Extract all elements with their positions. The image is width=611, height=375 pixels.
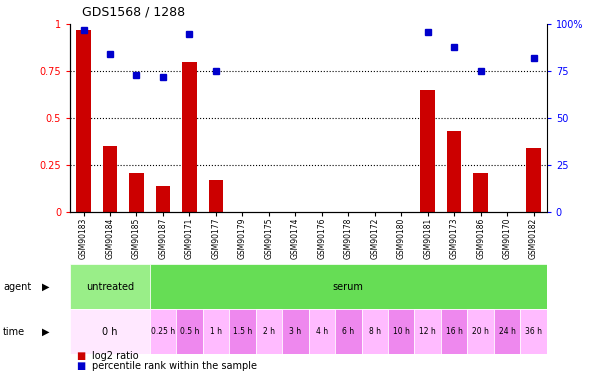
Bar bbox=[494, 309, 521, 354]
Bar bbox=[467, 309, 494, 354]
Text: 16 h: 16 h bbox=[446, 327, 463, 336]
Text: 10 h: 10 h bbox=[393, 327, 409, 336]
Text: 8 h: 8 h bbox=[369, 327, 381, 336]
Bar bbox=[182, 62, 197, 212]
Bar bbox=[176, 309, 203, 354]
Bar bbox=[420, 90, 435, 212]
Text: 0.5 h: 0.5 h bbox=[180, 327, 199, 336]
Bar bbox=[76, 30, 91, 212]
Bar bbox=[447, 131, 461, 212]
Bar bbox=[150, 309, 176, 354]
Text: 0.25 h: 0.25 h bbox=[151, 327, 175, 336]
Bar bbox=[208, 180, 223, 212]
Bar bbox=[335, 309, 362, 354]
Text: 0 h: 0 h bbox=[102, 327, 118, 337]
Text: 4 h: 4 h bbox=[316, 327, 328, 336]
Bar bbox=[526, 148, 541, 212]
Bar bbox=[388, 309, 414, 354]
Text: ▶: ▶ bbox=[42, 282, 49, 292]
Text: ▶: ▶ bbox=[42, 327, 49, 337]
Text: serum: serum bbox=[333, 282, 364, 292]
Text: 1.5 h: 1.5 h bbox=[233, 327, 252, 336]
Bar bbox=[441, 309, 467, 354]
Text: 6 h: 6 h bbox=[342, 327, 354, 336]
Text: time: time bbox=[3, 327, 25, 337]
Bar bbox=[309, 309, 335, 354]
Text: 24 h: 24 h bbox=[499, 327, 516, 336]
Text: agent: agent bbox=[3, 282, 31, 292]
Bar bbox=[521, 309, 547, 354]
Bar bbox=[129, 172, 144, 212]
Bar bbox=[414, 309, 441, 354]
Bar bbox=[103, 146, 117, 212]
Text: log2 ratio: log2 ratio bbox=[92, 351, 138, 361]
Bar bbox=[150, 264, 547, 309]
Text: 20 h: 20 h bbox=[472, 327, 489, 336]
Bar bbox=[229, 309, 255, 354]
Text: untreated: untreated bbox=[86, 282, 134, 292]
Bar bbox=[255, 309, 282, 354]
Text: 12 h: 12 h bbox=[419, 327, 436, 336]
Text: ■: ■ bbox=[76, 361, 86, 371]
Bar bbox=[70, 264, 150, 309]
Text: 2 h: 2 h bbox=[263, 327, 275, 336]
Bar bbox=[70, 309, 150, 354]
Bar bbox=[362, 309, 388, 354]
Text: 1 h: 1 h bbox=[210, 327, 222, 336]
Text: 3 h: 3 h bbox=[289, 327, 301, 336]
Bar bbox=[282, 309, 309, 354]
Text: percentile rank within the sample: percentile rank within the sample bbox=[92, 361, 257, 371]
Bar bbox=[156, 186, 170, 212]
Text: ■: ■ bbox=[76, 351, 86, 361]
Bar bbox=[203, 309, 229, 354]
Bar bbox=[474, 172, 488, 212]
Text: 36 h: 36 h bbox=[525, 327, 542, 336]
Text: GDS1568 / 1288: GDS1568 / 1288 bbox=[82, 6, 186, 19]
